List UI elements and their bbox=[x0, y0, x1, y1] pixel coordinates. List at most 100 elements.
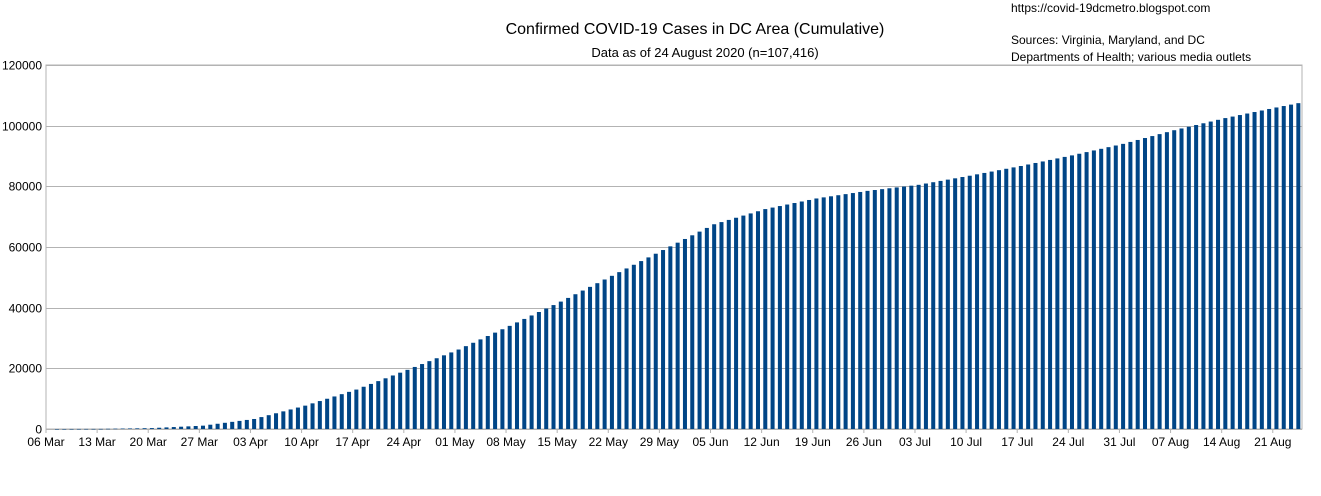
bar bbox=[368, 383, 373, 429]
bar bbox=[149, 428, 154, 429]
bar bbox=[507, 325, 512, 429]
bar bbox=[1172, 130, 1177, 429]
bar bbox=[1018, 166, 1023, 429]
bar bbox=[317, 401, 322, 429]
x-tick-label: 22 May bbox=[589, 435, 628, 449]
bar bbox=[157, 427, 162, 429]
bar bbox=[777, 206, 782, 429]
bar bbox=[237, 420, 242, 429]
bar bbox=[120, 428, 125, 430]
bar bbox=[588, 286, 593, 429]
bar bbox=[106, 428, 111, 430]
bar bbox=[880, 189, 885, 429]
bar bbox=[1113, 145, 1118, 429]
bar bbox=[602, 279, 607, 429]
bar bbox=[551, 305, 556, 429]
bar bbox=[1281, 106, 1286, 429]
bar bbox=[544, 308, 549, 429]
bar bbox=[135, 428, 140, 429]
bar bbox=[580, 290, 585, 429]
bar bbox=[1179, 128, 1184, 430]
bar bbox=[814, 198, 819, 429]
bar bbox=[807, 199, 812, 429]
bar bbox=[595, 283, 600, 429]
bar bbox=[1230, 116, 1235, 429]
bar bbox=[230, 421, 235, 429]
bar bbox=[1186, 126, 1191, 429]
bar bbox=[945, 179, 950, 429]
bar bbox=[923, 183, 928, 429]
bar bbox=[1267, 108, 1272, 429]
bar bbox=[916, 184, 921, 429]
bar bbox=[902, 186, 907, 429]
bar bbox=[76, 428, 81, 430]
bar bbox=[872, 190, 877, 429]
bar bbox=[712, 224, 717, 429]
bar bbox=[186, 426, 191, 429]
bar bbox=[1121, 143, 1126, 429]
x-tick-label: 20 Mar bbox=[130, 435, 167, 449]
bar bbox=[982, 172, 987, 429]
bar bbox=[770, 207, 775, 429]
bar bbox=[529, 315, 534, 429]
bar bbox=[1033, 162, 1038, 430]
x-tick-label: 26 Jun bbox=[846, 435, 882, 449]
bar bbox=[909, 185, 914, 429]
bar bbox=[704, 227, 709, 429]
x-tick-label: 06 Mar bbox=[27, 435, 64, 449]
bar bbox=[303, 405, 308, 429]
bar bbox=[653, 253, 658, 429]
x-tick-label: 03 Jul bbox=[899, 435, 931, 449]
bar bbox=[398, 372, 403, 429]
bar bbox=[741, 215, 746, 429]
bar bbox=[427, 361, 432, 429]
bar bbox=[1296, 103, 1301, 430]
bar bbox=[1274, 107, 1279, 429]
x-tick-label: 27 Mar bbox=[181, 435, 218, 449]
bar bbox=[1106, 147, 1111, 429]
sources-line-2: Departments of Health; various media out… bbox=[1011, 50, 1252, 64]
bar bbox=[1201, 123, 1206, 429]
bar bbox=[1194, 125, 1199, 430]
bar bbox=[975, 174, 980, 429]
x-tick-label: 14 Aug bbox=[1203, 435, 1240, 449]
bar bbox=[288, 409, 293, 429]
x-tick-label: 10 Jul bbox=[950, 435, 982, 449]
bar bbox=[828, 196, 834, 429]
bar bbox=[755, 211, 760, 429]
bar bbox=[1128, 141, 1133, 430]
bar bbox=[1055, 158, 1060, 429]
bar bbox=[354, 389, 359, 429]
bar bbox=[405, 369, 410, 429]
bar bbox=[1150, 136, 1155, 429]
bar bbox=[449, 352, 454, 429]
bar bbox=[785, 204, 790, 429]
bar bbox=[376, 381, 381, 429]
bar bbox=[171, 427, 176, 429]
sources-line-1: Sources: Virginia, Maryland, and DC bbox=[1011, 33, 1205, 47]
bar bbox=[471, 342, 476, 429]
x-tick-label: 13 Mar bbox=[78, 435, 115, 449]
x-tick-label: 19 Jun bbox=[795, 435, 831, 449]
bar bbox=[252, 418, 257, 429]
bar bbox=[1011, 167, 1016, 429]
bar bbox=[887, 188, 892, 429]
bar bbox=[522, 318, 527, 429]
bar bbox=[646, 257, 651, 429]
bar bbox=[259, 417, 264, 429]
bar bbox=[639, 261, 644, 429]
bar bbox=[200, 425, 206, 429]
bar bbox=[726, 219, 731, 429]
bar bbox=[1026, 164, 1031, 430]
bar bbox=[1062, 156, 1067, 429]
bar bbox=[1259, 110, 1264, 429]
bar bbox=[127, 428, 132, 429]
bar bbox=[332, 396, 337, 429]
bar bbox=[1040, 161, 1045, 429]
bar bbox=[339, 394, 344, 429]
bar bbox=[734, 217, 739, 429]
bar bbox=[960, 177, 965, 429]
x-tick-label: 03 Apr bbox=[233, 435, 268, 449]
bar bbox=[361, 386, 366, 429]
bar bbox=[347, 391, 352, 429]
